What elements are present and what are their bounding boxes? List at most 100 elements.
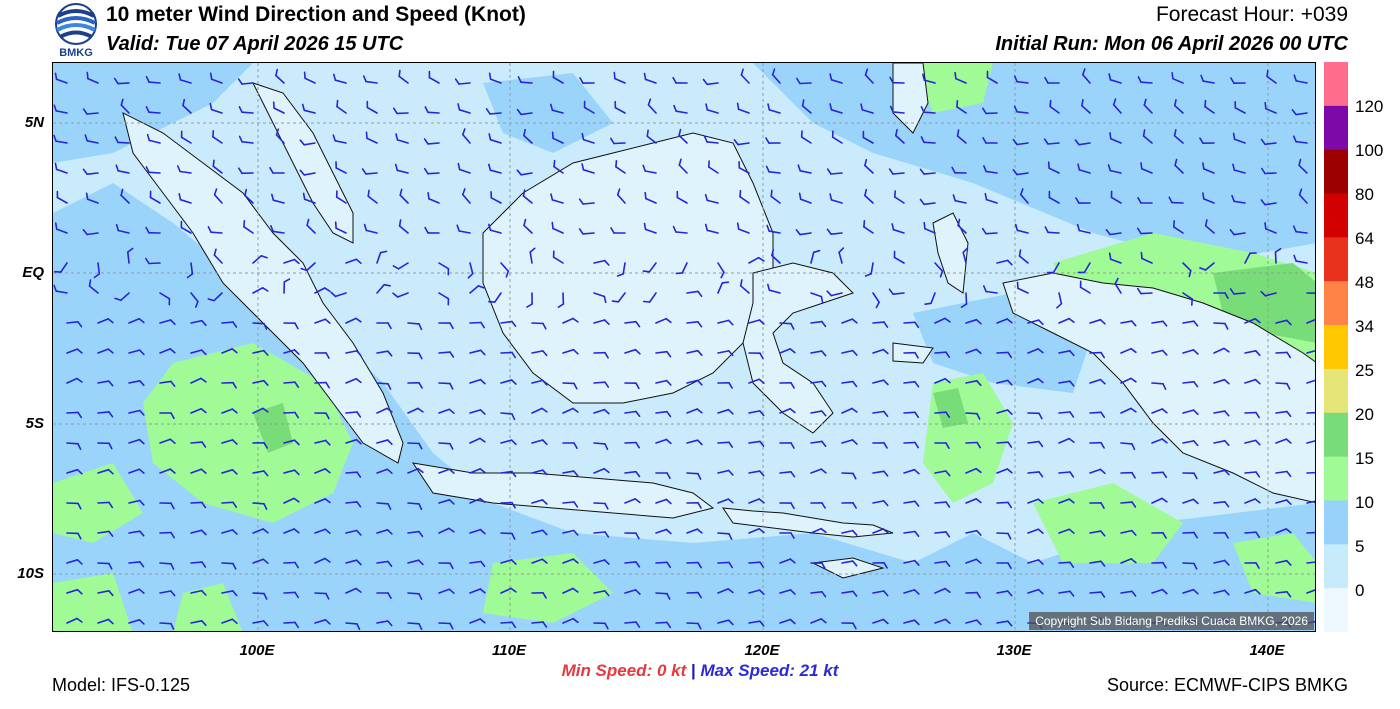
wind-barb-feather	[232, 562, 237, 570]
wind-barb	[1233, 138, 1246, 144]
wind-barb	[314, 439, 327, 444]
wind-barb	[252, 407, 264, 414]
wind-barb	[1082, 73, 1091, 84]
wind-barb-feather	[294, 621, 300, 629]
wind-barb	[461, 133, 471, 144]
wind-barb-feather	[635, 470, 641, 478]
wind-barb-feather	[703, 135, 708, 143]
wind-barb	[655, 592, 668, 595]
wind-barb-feather	[324, 618, 331, 625]
wind-barb-feather	[392, 265, 400, 270]
wind-barb-feather	[1286, 410, 1292, 418]
wind-barb-feather	[1136, 287, 1142, 295]
wind-barb	[1078, 142, 1091, 146]
wind-barb	[314, 592, 327, 595]
wind-barb-feather	[542, 621, 548, 628]
wind-barb-feather	[697, 591, 703, 599]
wind-barb	[655, 498, 668, 504]
wind-barb	[97, 468, 110, 474]
wind-barb-feather	[108, 530, 114, 537]
wind-barb-feather	[262, 528, 269, 534]
wind-barb-feather	[86, 71, 89, 80]
wind-barb	[314, 468, 327, 474]
wind-barb-feather	[635, 382, 640, 390]
wind-barb	[771, 254, 781, 264]
wind-barb	[244, 194, 254, 204]
wind-barb	[748, 527, 761, 534]
wind-barb	[1233, 232, 1246, 236]
wind-barb-feather	[213, 188, 218, 196]
wind-barb	[190, 561, 203, 564]
wind-barb	[934, 377, 947, 384]
wind-barb-feather	[108, 442, 113, 450]
wind-barb	[903, 321, 916, 324]
wind-barb	[903, 441, 916, 444]
wind-barb	[965, 558, 978, 564]
wind-barb-feather	[1223, 589, 1230, 596]
wind-barb	[645, 197, 657, 204]
wind-barb-feather	[551, 131, 554, 140]
wind-barb	[148, 111, 161, 114]
colorbar-label-120: 120	[1355, 97, 1384, 116]
wind-barb-feather	[1193, 562, 1198, 570]
wind-barb-feather	[757, 256, 765, 262]
wind-barb	[1058, 292, 1063, 305]
wind-barb	[1182, 562, 1195, 565]
wind-barb-feather	[145, 257, 150, 265]
wind-barb	[622, 262, 626, 275]
wind-barb	[934, 587, 946, 594]
wind-barb-feather	[386, 620, 393, 627]
wind-barb-feather	[1069, 471, 1075, 478]
wind-barb	[1052, 262, 1060, 274]
wind-barb-feather	[108, 562, 113, 570]
wind-barb-feather	[697, 290, 703, 297]
wind-barb	[1174, 104, 1184, 114]
wind-barb	[841, 349, 854, 354]
wind-barb	[748, 589, 761, 594]
logo-text: BMKG	[59, 47, 93, 59]
wind-barb	[1213, 439, 1226, 444]
wind-barb-feather	[516, 108, 522, 116]
wind-barb	[407, 407, 419, 414]
wind-barb	[985, 170, 998, 174]
wind-barb	[1140, 292, 1153, 295]
lon-label-130e: 130E	[996, 642, 1032, 659]
wind-barb-feather	[956, 129, 960, 137]
wind-barb-feather	[919, 168, 925, 175]
wind-barb-feather	[170, 562, 175, 571]
wind-barb-feather	[572, 529, 579, 536]
wind-barb-feather	[882, 618, 889, 625]
wind-barb	[1306, 531, 1315, 534]
wind-barb-feather	[720, 271, 725, 279]
wind-barb-feather	[767, 103, 771, 111]
wind-barb-feather	[957, 218, 961, 227]
wind-barb-feather	[324, 498, 331, 504]
wind-barb-feather	[170, 380, 176, 387]
wind-barb	[427, 142, 440, 145]
wind-barb	[1264, 292, 1277, 297]
wind-barb-feather	[82, 168, 88, 175]
wind-barb-feather	[1069, 411, 1075, 418]
wind-barb	[213, 292, 223, 302]
wind-barb	[128, 499, 141, 504]
wind-barb-feather	[1285, 438, 1292, 444]
lon-label-100e: 100E	[239, 642, 275, 659]
wind-barb	[613, 142, 626, 145]
wind-barb	[1027, 377, 1040, 384]
wind-barb-feather	[260, 255, 268, 259]
wind-barb	[461, 193, 471, 204]
wind-barb	[562, 317, 574, 324]
wind-barb	[306, 262, 316, 272]
wind-barb	[523, 134, 533, 144]
wind-barb-feather	[975, 619, 982, 626]
wind-barb	[1182, 440, 1195, 444]
wind-barb	[1079, 286, 1091, 294]
wind-barb	[1213, 322, 1226, 325]
wind-barb-feather	[479, 437, 486, 443]
wind-barb-feather	[200, 349, 207, 356]
wind-barb-feather	[238, 167, 243, 175]
wind-barb	[893, 196, 905, 204]
wind-barb	[962, 251, 967, 264]
wind-barb-feather	[1231, 194, 1235, 203]
wind-barb	[221, 321, 234, 324]
